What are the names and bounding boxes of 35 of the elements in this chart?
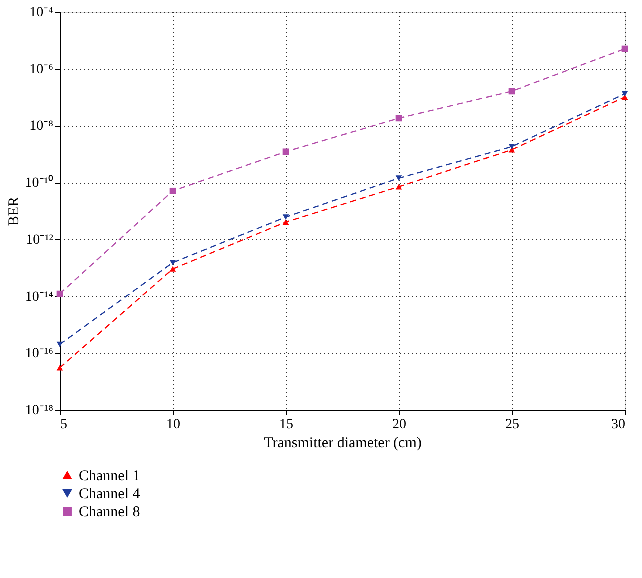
x-axis-title: Transmitter diameter (cm) — [264, 436, 422, 452]
y-tick-label: 10⁻⁸ — [30, 119, 54, 134]
point — [170, 188, 176, 194]
y-tick-label: 10⁻¹⁴ — [25, 290, 54, 305]
y-axis-title: BER — [6, 196, 22, 226]
y-tick-label: 10⁻⁶ — [30, 62, 54, 78]
point — [170, 260, 176, 266]
x-tick-label: 15 — [280, 418, 294, 432]
y-tick-label: 10⁻¹⁶ — [25, 346, 54, 362]
x-tick-label: 30 — [612, 418, 626, 432]
y-tick-label: 10⁻¹⁸ — [25, 404, 54, 418]
point — [170, 266, 176, 272]
legend-label: Channel 8 — [79, 504, 140, 520]
point — [56, 290, 64, 298]
point — [282, 148, 290, 156]
point — [622, 91, 628, 97]
point — [282, 220, 290, 226]
x-tick-label: 25 — [506, 418, 520, 432]
x-tick-label: 5 — [60, 418, 68, 432]
point — [56, 342, 64, 348]
point — [282, 214, 290, 220]
point — [396, 184, 402, 190]
y-tick-label: 10⁻⁴ — [30, 6, 54, 20]
point — [508, 88, 516, 95]
legend-label: Channel 1 — [79, 468, 140, 484]
x-tick-label: 10 — [166, 418, 180, 432]
point — [622, 46, 628, 52]
point — [56, 365, 64, 371]
y-tick-label: 10⁻¹² — [26, 232, 54, 248]
point — [396, 115, 402, 122]
point — [396, 176, 402, 182]
legend-label: Channel 4 — [79, 486, 141, 502]
x-tick-label: 20 — [392, 418, 406, 432]
y-tick-label: 10⁻¹⁰ — [25, 175, 54, 192]
point — [508, 144, 516, 150]
